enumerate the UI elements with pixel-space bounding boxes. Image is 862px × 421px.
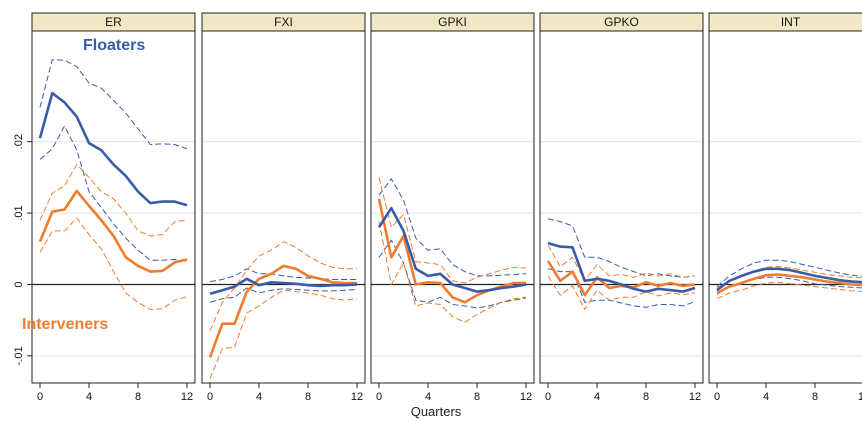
series-line-interveners-mean — [546, 260, 696, 297]
panel-plot-area — [540, 31, 703, 383]
x-tick-label: 0 — [714, 391, 720, 403]
series-line-interveners-upper — [209, 241, 357, 332]
panel-fxi: FXI 0 4 8 12 — [201, 12, 366, 403]
x-tick-label: 8 — [135, 391, 141, 403]
y-axis: -.01 0 .01 .02 — [13, 134, 32, 365]
y-tick-label: 0 — [13, 281, 25, 287]
series-line-floaters-upper — [378, 178, 527, 277]
panel-header-strip — [539, 12, 704, 32]
panel-gpki: GPKI 0 4 8 12 — [370, 12, 535, 403]
panel-int: INT 0 4 8 12 — [708, 12, 862, 403]
x-tick-label: 8 — [812, 391, 818, 403]
series-line-interveners-mean — [377, 198, 526, 304]
series-line-interveners-mean — [38, 189, 188, 273]
panel-title: GPKI — [438, 15, 467, 29]
series-line-floaters-mean — [547, 241, 696, 293]
series-line-interveners-upper — [378, 177, 527, 284]
x-tick-label: 4 — [763, 391, 769, 403]
x-tick-label: 12 — [858, 391, 862, 403]
series-line-interveners-lower — [547, 275, 696, 310]
annotation-interveners: Interveners — [22, 316, 108, 333]
series-line-interveners-lower — [378, 221, 527, 323]
panel-title: INT — [781, 15, 801, 29]
panel-series-group — [716, 259, 862, 300]
panel-header-strip — [31, 12, 196, 32]
panel-series-group — [38, 59, 188, 310]
y-tick-label: .01 — [13, 205, 25, 220]
x-tick-label: 4 — [425, 391, 431, 403]
series-line-floaters-mean — [38, 91, 188, 207]
panel-plot-area — [371, 31, 534, 383]
panel-plot-area — [32, 31, 195, 383]
annotation-floaters: Floaters — [83, 37, 145, 54]
panel-plot-area — [202, 31, 365, 383]
series-line-floaters-lower — [39, 125, 188, 263]
series-line-floaters-mean — [209, 277, 358, 296]
x-tick-label: 4 — [256, 391, 262, 403]
panel-title: FXI — [274, 15, 293, 29]
panel-title: GPKO — [604, 15, 639, 29]
x-tick-label: 12 — [689, 391, 701, 403]
y-tick-label: .02 — [13, 134, 25, 149]
x-tick-label: 4 — [86, 391, 92, 403]
panel-plot-area — [709, 31, 862, 383]
panel-series-group — [377, 177, 527, 323]
x-tick-label: 0 — [207, 391, 213, 403]
series-line-interveners-upper — [39, 164, 188, 237]
x-tick-label: 8 — [643, 391, 649, 403]
panel-header-strip — [201, 12, 366, 32]
x-tick-label: 12 — [181, 391, 193, 403]
x-tick-label: 0 — [545, 391, 551, 403]
x-tick-label: 0 — [37, 391, 43, 403]
panel-header-strip — [708, 12, 862, 32]
x-tick-label: 4 — [594, 391, 600, 403]
panel-gpko: GPKO 0 4 8 12 — [539, 12, 704, 403]
series-line-interveners-mean — [716, 273, 862, 295]
x-axis-label: Quarters — [411, 404, 462, 419]
y-tick-label: -.01 — [13, 346, 25, 365]
x-tick-label: 8 — [305, 391, 311, 403]
x-tick-label: 12 — [351, 391, 363, 403]
x-tick-label: 12 — [520, 391, 532, 403]
series-line-interveners-mean — [208, 264, 357, 358]
series-line-floaters-mean — [377, 206, 527, 293]
x-tick-label: 0 — [376, 391, 382, 403]
panels-group: ER 0 4 8 12 Floaters Interveners FXI 0 4 8 12 GPKI 0 4… — [22, 12, 862, 403]
series-line-floaters-lower — [547, 268, 696, 308]
panel-header-strip — [370, 12, 535, 32]
series-line-interveners-lower — [39, 217, 188, 310]
series-line-floaters-mean — [716, 267, 862, 292]
series-line-floaters-upper — [547, 218, 696, 278]
series-line-floaters-upper — [716, 259, 862, 287]
panel-series-group — [546, 218, 696, 310]
panel-title: ER — [105, 15, 122, 29]
series-line-interveners-lower — [716, 281, 862, 300]
panel-er: ER 0 4 8 12 Floaters Interveners — [22, 12, 196, 403]
series-line-floaters-lower — [209, 287, 358, 303]
series-line-floaters-upper — [209, 268, 357, 283]
series-line-floaters-upper — [39, 59, 188, 150]
series-line-interveners-upper — [547, 244, 696, 282]
series-line-interveners-lower — [209, 289, 358, 379]
panel-series-group — [208, 241, 358, 379]
x-tick-label: 8 — [474, 391, 480, 403]
